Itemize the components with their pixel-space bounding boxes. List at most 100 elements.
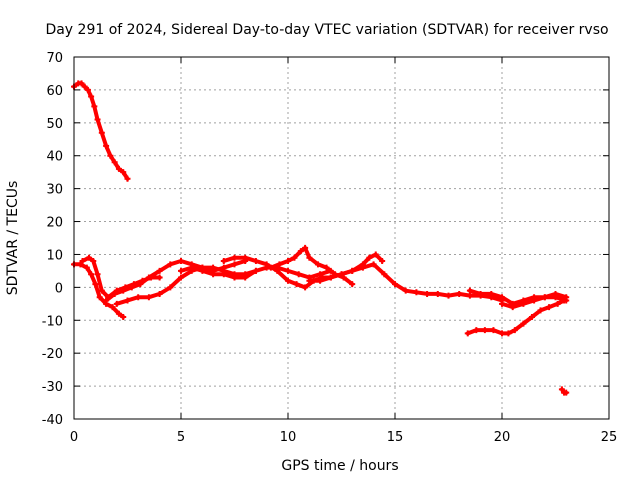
data-point [85, 254, 92, 261]
y-tick-label: -10 [42, 314, 63, 329]
data-point [178, 274, 184, 281]
y-tick-label: 10 [46, 248, 63, 263]
data-point [314, 261, 321, 268]
data-point [242, 274, 249, 281]
data-point [135, 294, 142, 301]
data-point [554, 300, 561, 307]
x-tick-label: 10 [280, 430, 297, 445]
data-point [413, 289, 420, 296]
data-point [381, 271, 388, 278]
y-tick-label: 70 [46, 51, 63, 66]
data-point [285, 267, 291, 274]
data-point [379, 258, 386, 265]
tick-marks [73, 56, 610, 420]
data-point [267, 264, 274, 271]
data-point [306, 277, 313, 284]
data-point [107, 152, 114, 159]
y-tick-label: -20 [42, 347, 63, 362]
data-point [520, 300, 527, 307]
chart-title: Day 291 of 2024, Sidereal Day-to-day VTE… [45, 22, 608, 38]
x-tick-label: 25 [601, 430, 618, 445]
x-tick-label: 20 [494, 430, 511, 445]
data-point [98, 287, 105, 294]
data-point [210, 264, 217, 271]
series-track-outlier [558, 386, 570, 396]
data-point [456, 290, 463, 297]
data-point [81, 83, 88, 90]
data-point [98, 129, 105, 136]
y-tick-label: 50 [46, 117, 63, 132]
data-point [84, 86, 91, 93]
data-point [220, 258, 227, 265]
y-tick-label: 30 [46, 183, 63, 198]
data-point [302, 244, 309, 251]
data-point [297, 248, 304, 255]
data-point [561, 297, 568, 304]
data-point [90, 258, 97, 265]
data-point [103, 297, 110, 304]
data-point [109, 304, 116, 311]
x-tick-label: 0 [70, 430, 78, 445]
data-point [511, 327, 518, 334]
y-tick-label: -30 [42, 380, 63, 395]
x-tick-labels: 0 5 10 15 20 25 [70, 430, 617, 445]
data-point [252, 267, 259, 274]
data-point [210, 271, 217, 278]
data-point [473, 327, 480, 334]
data-point [563, 389, 570, 396]
data-point [541, 294, 548, 301]
data-point [156, 290, 163, 297]
data-point [546, 304, 553, 311]
data-point [115, 165, 122, 172]
data-point [77, 261, 84, 268]
data-point [167, 261, 174, 268]
data-point [178, 258, 184, 265]
data-point [128, 284, 135, 291]
series-track-late-b [499, 294, 570, 311]
data-point [499, 300, 505, 307]
data-point [124, 175, 131, 182]
y-tick-label: 40 [46, 150, 63, 165]
data-point [392, 281, 398, 288]
data-point [178, 267, 184, 274]
data-point [285, 258, 291, 265]
data-point [302, 284, 309, 291]
data-point [231, 274, 238, 281]
data-point [291, 254, 298, 261]
data-point [276, 261, 283, 268]
data-point [188, 264, 195, 271]
x-tick-label: 15 [387, 430, 404, 445]
data-point [424, 290, 431, 297]
data-point [124, 297, 131, 304]
data-point [145, 274, 152, 281]
data-point [359, 264, 366, 271]
y-tick-label: 60 [46, 84, 63, 99]
data-point [252, 258, 259, 265]
series-line [72, 81, 130, 181]
data-point [520, 320, 527, 327]
data-point [349, 267, 356, 274]
data-point [145, 294, 152, 301]
data-point [537, 307, 544, 314]
data-point [96, 294, 103, 301]
data-point [531, 297, 538, 304]
data-point [505, 330, 512, 337]
data-point [349, 281, 356, 288]
grid-lines [74, 57, 609, 419]
data-point [338, 271, 345, 278]
data-point [558, 386, 565, 393]
data-point [156, 274, 163, 281]
data-point [103, 142, 110, 149]
data-point [220, 271, 227, 278]
data-point [94, 271, 101, 278]
data-point [509, 304, 516, 311]
x-axis-title: GPS time / hours [281, 458, 398, 474]
data-point [466, 287, 473, 294]
data-point [372, 251, 379, 258]
data-point [434, 290, 441, 297]
data-point [111, 159, 118, 166]
data-point [242, 254, 249, 261]
data-point [156, 267, 163, 274]
series-layer [71, 80, 570, 396]
